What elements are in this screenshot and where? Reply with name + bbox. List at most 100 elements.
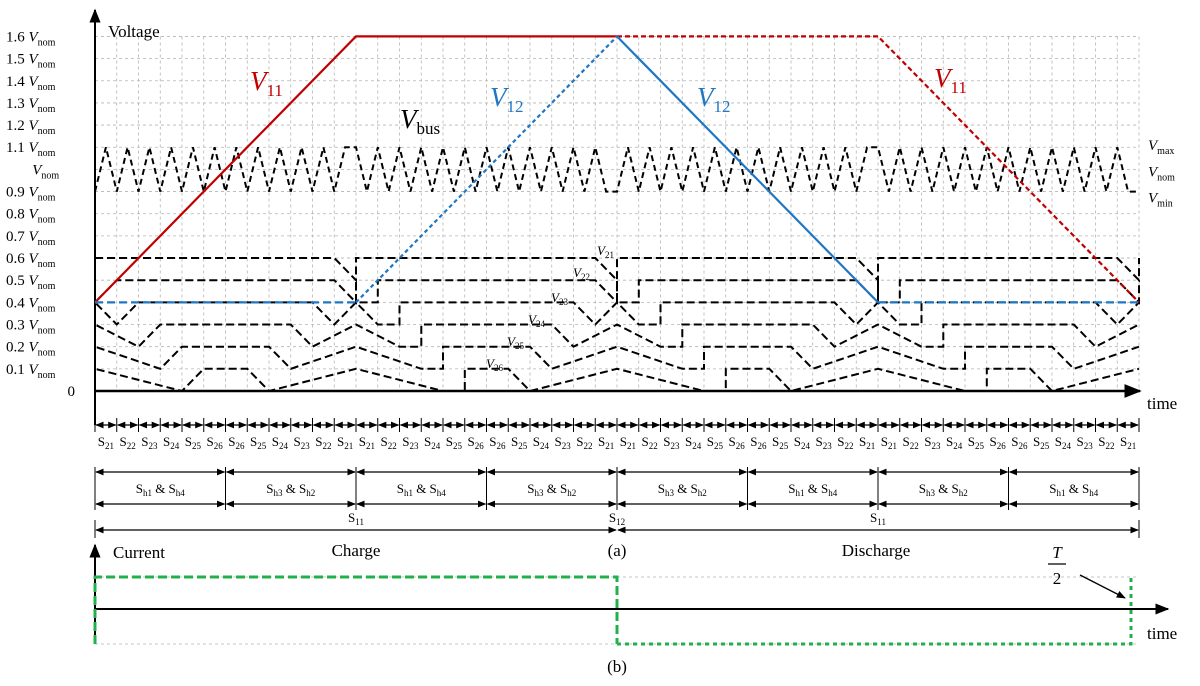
cell-label-sub: 23 [559, 297, 569, 307]
top-y-title: Voltage [108, 22, 160, 41]
sequence-sub: 24 [540, 441, 550, 451]
h-row-joiner: & S [152, 481, 176, 496]
sequence-prefix: S [685, 434, 692, 449]
sequence-label: S23 [555, 434, 572, 451]
y-tick-number [6, 162, 32, 178]
sequence-prefix: S [598, 434, 605, 449]
sequence-sub: 22 [127, 441, 136, 451]
sequence-sub: 24 [431, 441, 441, 451]
sequence-prefix: S [120, 434, 127, 449]
h-row-sub-b: h2 [959, 488, 968, 498]
sequence-sub: 22 [583, 441, 592, 451]
sequence-label: S26 [207, 434, 224, 451]
current-charge-trace [93, 575, 619, 644]
h-row-label: Sh3 & Sh2 [919, 481, 968, 498]
sequence-sub: 24 [801, 441, 811, 451]
sequence-sub: 25 [192, 441, 202, 451]
sequence-sub: 22 [910, 441, 919, 451]
sequence-prefix: S [315, 434, 322, 449]
sequence-sub: 22 [844, 441, 853, 451]
cell-label-v: V [573, 265, 583, 280]
v11-right-label: V11 [934, 63, 967, 97]
sequence-label: S23 [816, 434, 833, 451]
h-row-label: Sh1 & Sh4 [136, 481, 186, 498]
sequence-prefix: S [1120, 434, 1127, 449]
y-tick-v: V [29, 29, 40, 45]
sequence-label: S22 [315, 434, 331, 451]
sequence-prefix: S [446, 434, 453, 449]
sequence-sub: 21 [344, 441, 353, 451]
v12-discharge-trace [616, 35, 879, 304]
h-row-sub-a: h1 [143, 488, 152, 498]
cell-trace-v26 [94, 367, 1140, 393]
y-tick-sub: nom [38, 82, 56, 93]
y-tick-v: V [29, 118, 40, 134]
y-tick-label: 0.4 Vnom [6, 295, 56, 314]
right-label: Vmax [1148, 138, 1174, 157]
sequence-prefix: S [533, 434, 540, 449]
y-tick-number: 0.1 [6, 362, 29, 378]
s-row-s: S [348, 510, 355, 525]
y-tick-sub: nom [38, 148, 56, 159]
vbus-label: Vbus [400, 104, 440, 138]
y-tick-v: V [29, 362, 40, 378]
y-tick-sub: nom [38, 60, 56, 71]
sequence-sub: 26 [496, 441, 506, 451]
y-tick-label: 0.7 Vnom [6, 229, 56, 248]
y-tick-sub: nom [38, 370, 56, 381]
sequence-sub: 24 [1062, 441, 1072, 451]
y-tick-label: Vnom [6, 162, 59, 181]
y-tick-v: V [29, 140, 40, 156]
sequence-sub: 25 [714, 441, 724, 451]
y-tick-v: V [29, 207, 40, 223]
bridge-switch-row: Sh1 & Sh4 Sh3 & Sh2 Sh1 & Sh4 Sh3 & Sh2 Sh3 … [94, 467, 1140, 510]
sequence-prefix: S [381, 434, 388, 449]
sequence-prefix: S [272, 434, 279, 449]
sequence-prefix: S [881, 434, 888, 449]
sequence-prefix: S [946, 434, 953, 449]
sequence-sub: 26 [214, 441, 224, 451]
y-tick-number: 0.2 [6, 340, 29, 356]
sequence-sub: 21 [627, 441, 636, 451]
cell-label: V21 [597, 243, 614, 260]
bus-voltage-trace [94, 146, 1139, 193]
sequence-sub: 23 [931, 441, 941, 451]
cell-trace-v22 [94, 279, 1140, 305]
right-label-v: V [1148, 138, 1159, 154]
cell-label-sub: 22 [581, 272, 590, 282]
y-tick-label: 1.5 Vnom [6, 52, 56, 71]
cell-label-sub: 24 [536, 319, 546, 329]
sequence-sub: 26 [757, 441, 767, 451]
h-row-sub-b: h4 [176, 488, 186, 498]
cell-label-sub: 26 [494, 363, 504, 373]
y-tick-label: 0.1 Vnom [6, 362, 56, 381]
y-tick-sub: nom [38, 37, 56, 48]
cell-label: V25 [507, 334, 524, 351]
sequence-label: S25 [185, 434, 202, 451]
module-voltage-traces [94, 35, 1140, 304]
h-row-sub-a: h1 [1056, 488, 1065, 498]
v11-solid-trace [94, 35, 617, 304]
period-pointer-arrow [1079, 574, 1126, 599]
sequence-label: S23 [924, 434, 941, 451]
sequence-label: S21 [98, 434, 114, 451]
y-tick-label: 0 [68, 384, 76, 400]
cell-label-sub: 25 [515, 341, 525, 351]
sequence-label: S25 [968, 434, 985, 451]
y-tick-v: V [29, 273, 40, 289]
sequence-prefix: S [903, 434, 910, 449]
sequence-prefix: S [576, 434, 583, 449]
sequence-arrows [94, 418, 1140, 432]
sequence-sub: 21 [605, 441, 614, 451]
sequence-sub: 25 [518, 441, 528, 451]
h-row-joiner: & S [543, 481, 567, 496]
sequence-label: S22 [903, 434, 919, 451]
sequence-label: S23 [663, 434, 680, 451]
sequence-sub: 22 [649, 441, 658, 451]
bottom-x-title: time [1147, 624, 1177, 643]
sequence-sub: 23 [823, 441, 833, 451]
y-tick-sub: nom [38, 126, 56, 137]
h-row-label: Sh3 & Sh2 [658, 481, 707, 498]
h-row-joiner: & S [413, 481, 437, 496]
sequence-prefix: S [1011, 434, 1018, 449]
